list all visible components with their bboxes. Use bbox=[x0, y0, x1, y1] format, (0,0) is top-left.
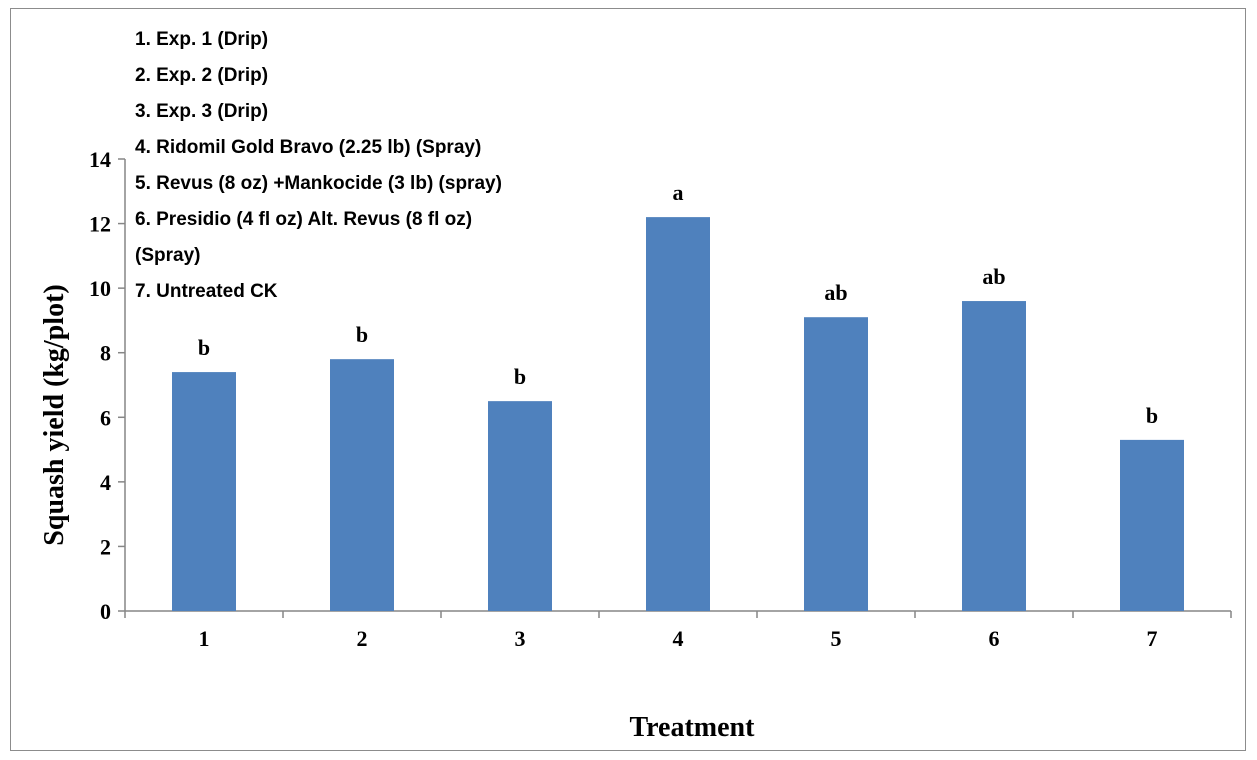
annotation-line: 1. Exp. 1 (Drip) bbox=[135, 29, 268, 50]
annotation-line: 5. Revus (8 oz) +Mankocide (3 lb) (spray… bbox=[135, 173, 502, 194]
annotation-line: 4. Ridomil Gold Bravo (2.25 lb) (Spray) bbox=[135, 137, 481, 158]
annotation-line: 7. Untreated CK bbox=[135, 281, 278, 302]
x-tick-label: 4 bbox=[673, 626, 684, 651]
bar bbox=[330, 359, 394, 611]
bar bbox=[962, 301, 1026, 611]
x-tick-label: 1 bbox=[199, 626, 210, 651]
bar-data-label: a bbox=[673, 180, 684, 205]
annotation-line: (Spray) bbox=[135, 245, 200, 266]
y-tick-label: 10 bbox=[89, 276, 111, 301]
bar bbox=[488, 401, 552, 611]
bar-data-label: ab bbox=[982, 264, 1005, 289]
y-tick-label: 2 bbox=[100, 534, 111, 559]
x-tick-label: 7 bbox=[1147, 626, 1158, 651]
chart-frame: 0 2 4 6 8 10 12 14 1 2 3 4 5 6 7 b b b a ab ab b 1. Exp. 1 (… bbox=[10, 8, 1246, 751]
bar bbox=[1120, 439, 1184, 611]
bar-data-label: ab bbox=[824, 280, 847, 305]
x-tick-label: 3 bbox=[515, 626, 526, 651]
annotation-line: 6. Presidio (4 fl oz) Alt. Revus (8 fl o… bbox=[135, 209, 472, 230]
y-tick-label: 4 bbox=[100, 470, 111, 495]
bar-data-label: b bbox=[1146, 403, 1158, 428]
y-tick-label: 14 bbox=[89, 147, 111, 172]
bar-data-label: b bbox=[514, 364, 526, 389]
y-tick-label: 12 bbox=[89, 212, 111, 237]
y-tick-label: 8 bbox=[100, 341, 111, 366]
y-tick-label: 6 bbox=[100, 405, 111, 430]
x-tick-label: 5 bbox=[831, 626, 842, 651]
treatment-annotation: 1. Exp. 1 (Drip) 2. Exp. 2 (Drip) 3. Exp. … bbox=[135, 29, 502, 302]
bar bbox=[172, 372, 236, 611]
annotation-line: 3. Exp. 3 (Drip) bbox=[135, 101, 268, 122]
y-tick-label: 0 bbox=[100, 599, 111, 624]
x-tick-label: 2 bbox=[357, 626, 368, 651]
bar bbox=[804, 317, 868, 611]
bar-data-label: b bbox=[356, 322, 368, 347]
bars bbox=[172, 217, 1184, 611]
x-axis-title: Treatment bbox=[630, 712, 756, 743]
annotation-line: 2. Exp. 2 (Drip) bbox=[135, 65, 268, 86]
bar-data-label: b bbox=[198, 335, 210, 360]
data-labels: b b b a ab ab b bbox=[198, 180, 1158, 428]
bar bbox=[646, 217, 710, 611]
x-tick-label: 6 bbox=[989, 626, 1000, 651]
y-axis-title: Squash yield (kg/plot) bbox=[39, 284, 70, 545]
